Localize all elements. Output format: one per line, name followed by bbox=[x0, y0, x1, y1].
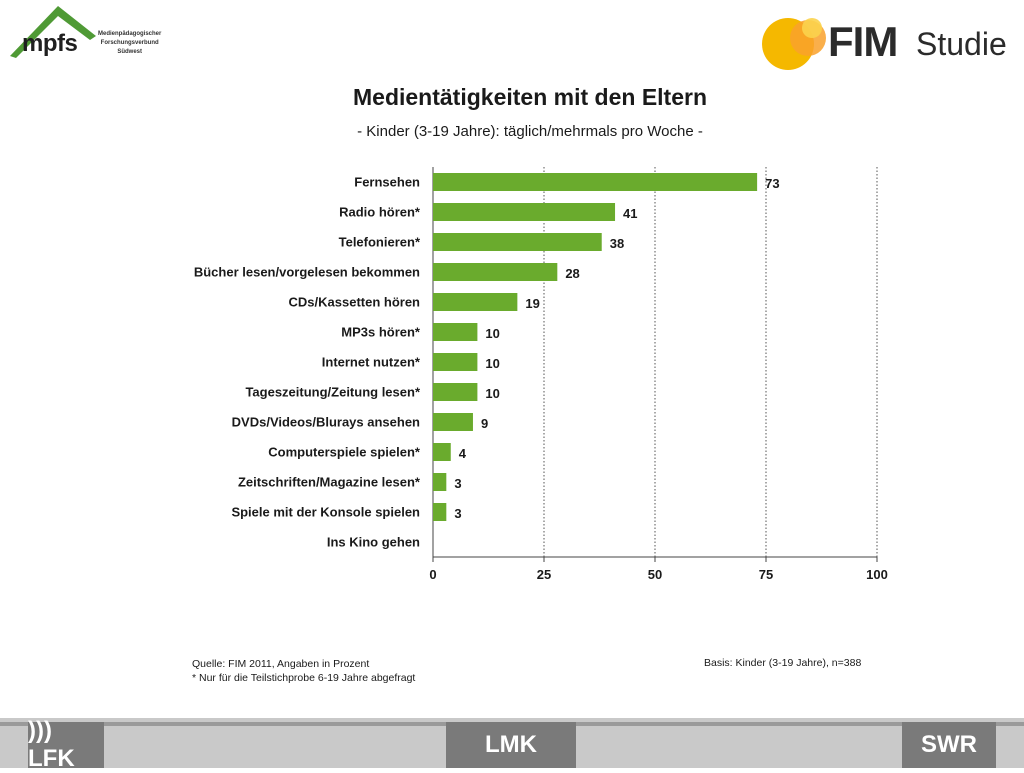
x-tick-label-100: 100 bbox=[866, 567, 888, 582]
data-label-8: 9 bbox=[481, 416, 488, 431]
category-label-4: CDs/Kassetten hören bbox=[289, 295, 421, 310]
mpfs-logo bbox=[10, 6, 96, 58]
bar-11 bbox=[433, 503, 447, 521]
fim-studie-logo bbox=[762, 18, 826, 70]
category-label-7: Tageszeitung/Zeitung lesen* bbox=[245, 385, 421, 400]
bar-3 bbox=[433, 263, 558, 281]
category-label-1: Radio hören* bbox=[339, 205, 421, 220]
mpfs-logo-subtitle: Medienpädagogischer Forschungsverbund Sü… bbox=[98, 31, 162, 55]
footer-basis: Basis: Kinder (3-19 Jahre), n=388 bbox=[704, 657, 862, 669]
chart-subtitle: - Kinder (3-19 Jahre): täglich/mehrmals … bbox=[357, 123, 703, 140]
bar-7 bbox=[433, 383, 478, 401]
data-label-2: 38 bbox=[610, 236, 624, 251]
bar-chart: 0 25 50 75 100 Fernsehen 73 Radio hören* 41 Telef… bbox=[194, 167, 888, 582]
swr-logo: SWR bbox=[902, 722, 996, 768]
mpfs-roof-icon bbox=[10, 6, 96, 58]
bar-5 bbox=[433, 323, 478, 341]
data-label-11: 3 bbox=[454, 506, 461, 521]
footer-source: Quelle: FIM 2011, Angaben in Prozent * N… bbox=[192, 657, 415, 685]
category-label-12: Ins Kino gehen bbox=[327, 535, 420, 550]
bar-6 bbox=[433, 353, 478, 371]
data-label-4: 19 bbox=[525, 296, 539, 311]
data-label-10: 3 bbox=[454, 476, 461, 491]
fim-studie-text: Studie bbox=[916, 26, 1007, 62]
x-tick-label-50: 50 bbox=[648, 567, 662, 582]
bar-9 bbox=[433, 443, 451, 461]
category-label-5: MP3s hören* bbox=[341, 325, 421, 340]
data-label-0: 73 bbox=[765, 176, 779, 191]
bar-0 bbox=[433, 173, 758, 191]
data-label-5: 10 bbox=[485, 326, 499, 341]
data-label-7: 10 bbox=[485, 386, 499, 401]
bar-8 bbox=[433, 413, 473, 431]
category-label-3: Bücher lesen/vorgelesen bekommen bbox=[194, 265, 420, 280]
category-label-8: DVDs/Videos/Blurays ansehen bbox=[232, 415, 420, 430]
bar-10 bbox=[433, 473, 447, 491]
data-label-1: 41 bbox=[623, 206, 637, 221]
mpfs-logo-text: mpfs bbox=[22, 30, 78, 57]
category-label-6: Internet nutzen* bbox=[322, 355, 421, 370]
bar-1 bbox=[433, 203, 616, 221]
x-tick-label-25: 25 bbox=[537, 567, 551, 582]
x-tick-label-0: 0 bbox=[429, 567, 436, 582]
category-label-10: Zeitschriften/Magazine lesen* bbox=[238, 475, 421, 490]
category-label-2: Telefonieren* bbox=[339, 235, 421, 250]
chart-title: Medientätigkeiten mit den Eltern bbox=[353, 84, 707, 110]
data-label-9: 4 bbox=[459, 446, 467, 461]
lmk-logo: LMK bbox=[446, 722, 576, 768]
bar-4 bbox=[433, 293, 518, 311]
lfk-logo: ))) LFK bbox=[28, 717, 104, 772]
data-label-3: 28 bbox=[565, 266, 579, 281]
fim-logo-text: FIM bbox=[828, 18, 898, 65]
x-tick-label-75: 75 bbox=[759, 567, 773, 582]
category-label-0: Fernsehen bbox=[354, 175, 420, 190]
category-label-9: Computerspiele spielen* bbox=[268, 445, 421, 460]
source-text: Quelle: FIM 2011, Angaben in Prozent bbox=[192, 658, 370, 670]
footnote-text: * Nur für die Teilstichprobe 6-19 Jahre … bbox=[192, 672, 416, 684]
data-label-6: 10 bbox=[485, 356, 499, 371]
bar-2 bbox=[433, 233, 602, 251]
category-label-11: Spiele mit der Konsole spielen bbox=[231, 505, 420, 520]
